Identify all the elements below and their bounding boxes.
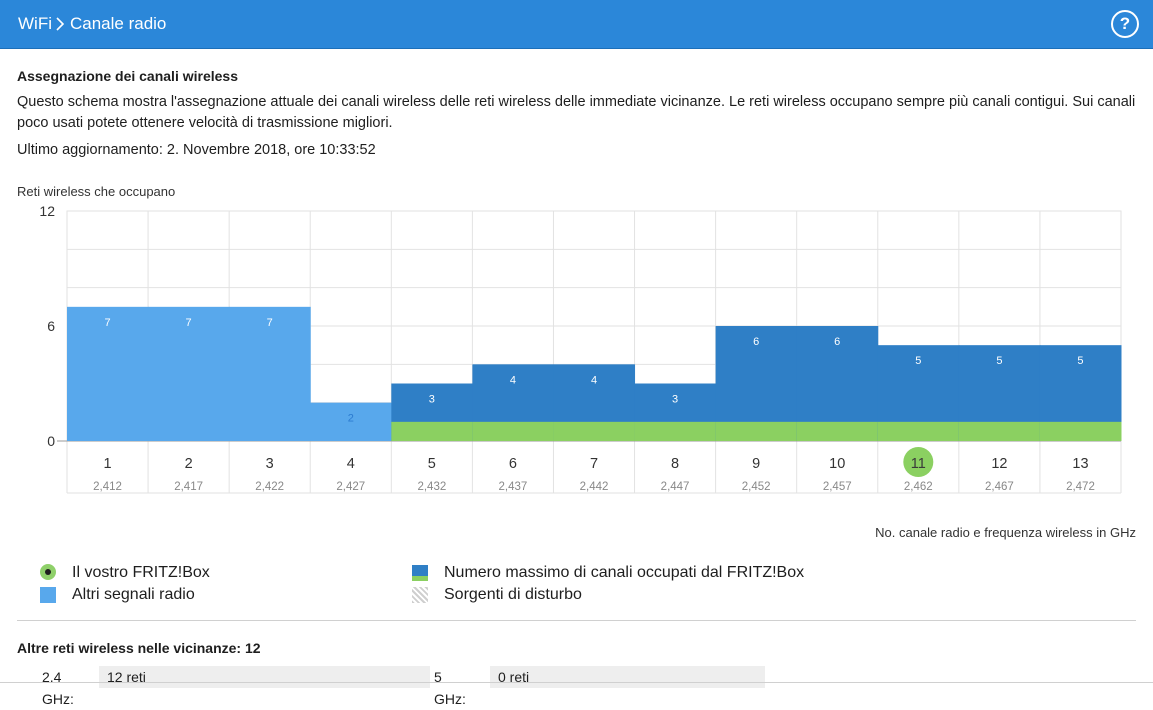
top-bar: WiFi Canale radio ? — [0, 0, 1153, 49]
x-tick-label: 3 — [266, 456, 274, 472]
x-tick-label: 4 — [347, 456, 355, 472]
frequency-label: 2,472 — [1066, 481, 1095, 493]
bar-value-label: 4 — [510, 374, 516, 386]
breadcrumb: WiFi Canale radio — [18, 13, 166, 35]
legend-interference-label: Sorgenti di disturbo — [444, 586, 582, 603]
legend-max-channels-label: Numero massimo di canali occupati dal FR… — [444, 564, 805, 581]
bar-value-label: 5 — [915, 355, 921, 367]
bar-value-label: 4 — [591, 374, 597, 386]
y-tick-label: 0 — [47, 433, 55, 449]
legend-other-label: Altri segnali radio — [72, 586, 195, 603]
bar-value-label: 3 — [672, 394, 678, 406]
bar-value-label: 7 — [186, 317, 192, 329]
interference-swatch-icon — [412, 587, 428, 603]
x-tick-label: 7 — [590, 456, 598, 472]
fritzbox-band-bar — [553, 421, 636, 441]
frequency-label: 2,442 — [580, 481, 609, 493]
other-signal-swatch-icon — [40, 587, 56, 603]
frequency-label: 2,452 — [742, 481, 771, 493]
frequency-label: 2,432 — [417, 481, 446, 493]
fritzbox-band-bar — [796, 421, 879, 441]
description: Questo schema mostra l'assegnazione attu… — [17, 94, 1136, 131]
x-tick-label: 2 — [185, 456, 193, 472]
fritzbox-band-bar — [391, 421, 473, 441]
help-icon[interactable]: ? — [1111, 10, 1139, 38]
y-tick-label: 6 — [47, 318, 55, 334]
section-title: Assegnazione dei canali wireless — [17, 68, 238, 84]
x-tick-label: 12 — [991, 456, 1007, 472]
divider — [17, 620, 1136, 621]
bar — [229, 306, 311, 441]
band-24ghz-label: 2.4 GHz: — [42, 669, 74, 707]
frequency-label: 2,467 — [985, 481, 1014, 493]
fritzbox-band-bar — [472, 421, 554, 441]
frequency-label: 2,462 — [904, 481, 933, 493]
x-tick-label: 1 — [103, 456, 111, 472]
fritzbox-band-bar — [958, 421, 1041, 441]
bar-value-label: 6 — [753, 336, 759, 348]
other-networks-title: Altre reti wireless nelle vicinanze: 12 — [17, 640, 261, 656]
bar-value-label: 7 — [104, 317, 110, 329]
frequency-label: 2,457 — [823, 481, 852, 493]
bar-value-label: 5 — [996, 355, 1002, 367]
x-tick-label: 5 — [428, 456, 436, 472]
channel-chart: 12 6 0 7 7 7 2 3 4 4 3 6 6 5 5 5 1 2,412 2 2,417 3 2,422 4 2,42… — [39, 203, 1122, 494]
frequency-label: 2,417 — [174, 481, 203, 493]
x-axis-label: No. canale radio e frequenza wireless in… — [875, 525, 1136, 540]
band-5ghz-value: 0 reti — [490, 666, 765, 688]
frequency-label: 2,447 — [661, 481, 690, 493]
fritzbox-band-bar — [1039, 421, 1122, 441]
last-update: Ultimo aggiornamento: 2. Novembre 2018, … — [17, 142, 376, 158]
x-tick-label: 9 — [752, 456, 760, 472]
x-tick-label: 6 — [509, 456, 517, 472]
x-tick-label: 13 — [1072, 456, 1088, 472]
breadcrumb-current: Canale radio — [69, 14, 167, 33]
fritzbox-band-bar — [715, 421, 798, 441]
bar-value-label: 6 — [834, 336, 840, 348]
frequency-label: 2,437 — [499, 481, 528, 493]
bar-value-label: 5 — [1077, 355, 1083, 367]
frequency-label: 2,422 — [255, 481, 284, 493]
fritzbox-channel-marker — [903, 447, 934, 477]
bar — [67, 306, 149, 441]
x-tick-label: 8 — [671, 456, 679, 472]
legend-fritzbox-label: Il vostro FRITZ!Box — [72, 564, 210, 581]
band-5ghz-label: 5 GHz: — [434, 669, 466, 707]
chevron-right-icon — [52, 13, 70, 35]
fritzbox-dot-icon — [40, 564, 56, 580]
breadcrumb-wifi[interactable]: WiFi — [18, 14, 52, 33]
max-channels-swatch-icon — [412, 565, 428, 581]
bar — [310, 402, 392, 441]
x-tick-label: 10 — [829, 456, 845, 472]
fritzbox-band-bar — [877, 421, 960, 441]
frequency-label: 2,427 — [336, 481, 365, 493]
bar-value-label: 7 — [267, 317, 273, 329]
fritzbox-band-bar — [634, 421, 717, 441]
y-axis-label: Reti wireless che occupano — [17, 184, 176, 199]
y-tick-label: 12 — [39, 203, 55, 219]
x-tick-label: 11 — [911, 456, 926, 472]
bar-value-label: 2 — [348, 413, 354, 425]
bar — [148, 306, 230, 441]
band-24ghz-value: 12 reti — [99, 666, 430, 688]
bottom-divider — [0, 682, 1153, 683]
bar-value-label: 3 — [429, 394, 435, 406]
frequency-label: 2,412 — [93, 481, 122, 493]
